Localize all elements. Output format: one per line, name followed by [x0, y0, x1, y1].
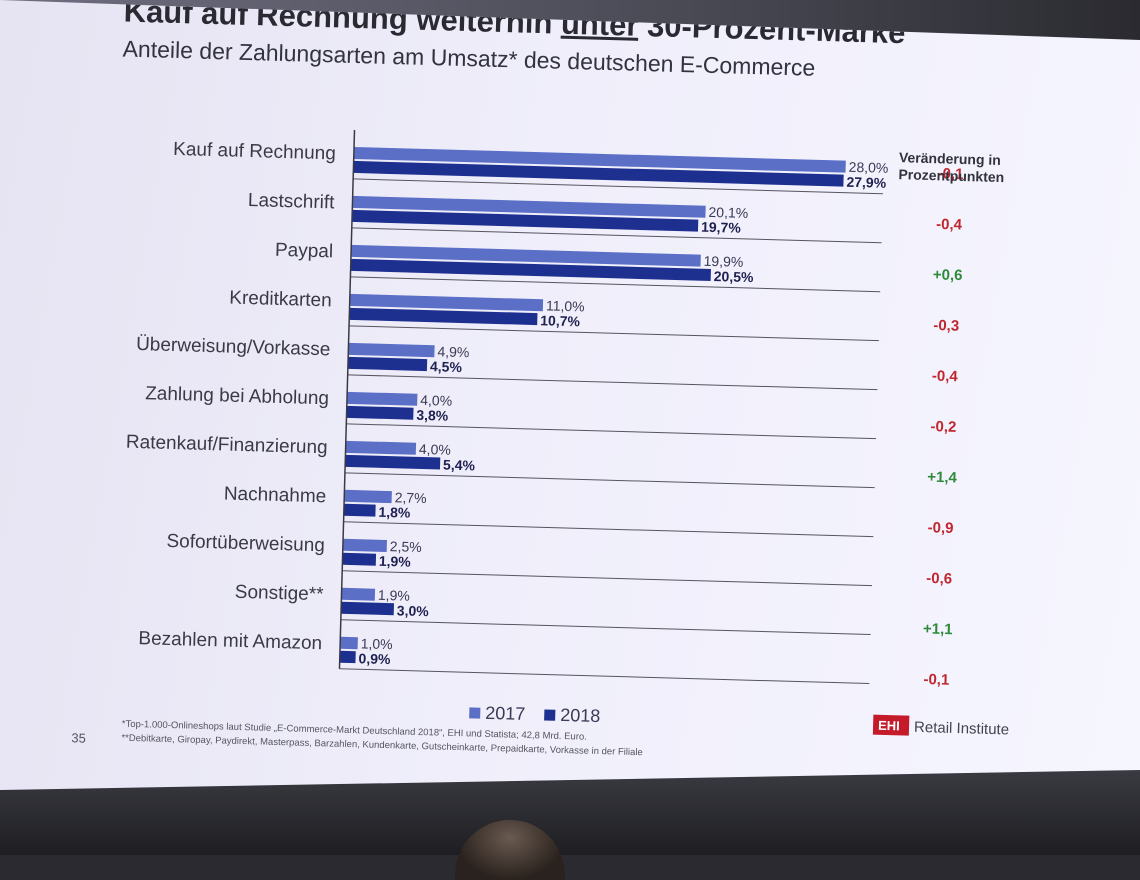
- row-separator: [346, 423, 877, 440]
- change-value: -0,2: [930, 418, 956, 436]
- page-number: 35: [71, 730, 86, 745]
- bar-2018: [340, 601, 395, 616]
- row-separator: [344, 472, 875, 489]
- row-separator: [353, 178, 883, 195]
- data-label-2018: 0,9%: [358, 650, 391, 667]
- bar-2017: [341, 587, 376, 601]
- legend-label-2018: 2018: [560, 705, 601, 726]
- category-label: Lastschrift: [248, 190, 336, 213]
- bar-2018: [339, 650, 356, 664]
- category-label: Bezahlen mit Amazon: [138, 628, 322, 654]
- row-separators: [339, 178, 883, 685]
- bar-2017: [350, 244, 701, 267]
- change-value: -0,4: [936, 216, 963, 234]
- legend: 2017 2018: [469, 703, 601, 726]
- data-label-2018: 20,5%: [714, 268, 755, 285]
- change-value: +1,1: [923, 620, 953, 638]
- category-label: Überweisung/Vorkasse: [136, 334, 331, 360]
- row-separator: [350, 276, 881, 293]
- row-separator: [347, 374, 878, 391]
- change-header-line2: Prozentpunkten: [898, 166, 1004, 185]
- data-label-2017: 2,5%: [390, 538, 422, 555]
- category-label: Kauf auf Rechnung: [173, 139, 336, 165]
- change-value: -0,6: [926, 570, 952, 588]
- bar-2017: [346, 391, 418, 406]
- data-label-2018: 1,8%: [378, 504, 411, 521]
- bar-2017: [342, 538, 388, 553]
- data-label-2017: 4,9%: [437, 343, 469, 360]
- bar-2018: [347, 356, 428, 372]
- data-label-2017: 4,0%: [419, 441, 451, 458]
- data-label-2018: 3,0%: [397, 602, 430, 619]
- bar-2018: [342, 552, 377, 566]
- bar-2018: [343, 503, 376, 517]
- data-label-2017: 1,0%: [361, 635, 393, 652]
- change-value: -0,1: [923, 671, 949, 689]
- change-value: -0,4: [932, 368, 959, 386]
- data-label-2017: 11,0%: [546, 297, 585, 314]
- data-label-2018: 5,4%: [443, 457, 476, 474]
- row-separator: [340, 619, 871, 636]
- bar-2017: [353, 146, 846, 173]
- change-header-line1: Veränderung in: [899, 149, 1001, 168]
- category-label: Nachnahme: [224, 483, 327, 507]
- bar-2018: [353, 160, 844, 187]
- bar-2017: [352, 195, 706, 218]
- bar-2018: [345, 454, 441, 470]
- category-label: Paypal: [275, 240, 334, 263]
- bar-2017: [345, 440, 417, 455]
- change-value: -0,3: [933, 317, 959, 335]
- data-label-2017: 2,7%: [394, 489, 426, 506]
- bar-2018: [351, 209, 699, 232]
- data-label-2018: 4,5%: [430, 358, 463, 375]
- bars-group: [339, 146, 846, 664]
- bar-2017: [349, 293, 544, 312]
- change-value: +0,6: [933, 266, 963, 284]
- row-separator: [349, 325, 879, 342]
- data-label-2018: 3,8%: [416, 407, 449, 424]
- row-separator: [343, 521, 874, 538]
- projection-screen: Kauf auf Rechnung weiterhin unter 30-Pro…: [0, 0, 1140, 790]
- legend-label-2017: 2017: [485, 703, 526, 724]
- data-label-2018: 19,7%: [701, 219, 742, 236]
- bar-2017: [348, 342, 435, 358]
- bar-2018: [349, 307, 538, 326]
- bar-2017: [340, 636, 358, 650]
- data-label-2017: 28,0%: [848, 159, 888, 176]
- data-label-2017: 19,9%: [703, 253, 743, 270]
- slide: Kauf auf Rechnung weiterhin unter 30-Pro…: [71, 35, 1010, 759]
- change-value: +1,4: [927, 469, 958, 487]
- category-label: Kreditkarten: [229, 288, 332, 312]
- legend-swatch-2018: [544, 709, 556, 721]
- legend-swatch-2017: [469, 707, 481, 719]
- category-label: Zahlung bei Abholung: [145, 383, 329, 409]
- logo-mark-box: [872, 714, 910, 736]
- data-label-2017: 20,1%: [708, 204, 748, 221]
- labels-group: Kauf auf Rechnung 28,0%27,9% -0,1 Lastschri…: [126, 139, 964, 689]
- bar-2018: [346, 405, 414, 420]
- logo-name: Retail Institute: [914, 719, 1009, 739]
- bar-2017: [344, 489, 392, 504]
- category-label: Sofortüberweisung: [166, 531, 325, 556]
- bar-2018: [350, 258, 711, 281]
- data-label-2018: 10,7%: [540, 312, 581, 329]
- row-separator: [342, 570, 873, 587]
- row-separator: [339, 668, 870, 685]
- bar-chart: Kauf auf Rechnung 28,0%27,9% -0,1 Lastschri…: [71, 129, 1009, 758]
- data-label-2017: 4,0%: [420, 392, 452, 409]
- ehi-logo: EHI Retail Institute: [872, 714, 1009, 739]
- category-axis-line: [338, 129, 356, 669]
- data-label-2017: 1,9%: [378, 587, 410, 604]
- change-value: -0,9: [927, 519, 953, 537]
- change-value: -0,1: [937, 165, 963, 183]
- data-label-2018: 1,9%: [379, 553, 412, 570]
- data-label-2018: 27,9%: [846, 174, 887, 191]
- logo-mark-text: EHI: [878, 718, 900, 734]
- row-separator: [351, 227, 882, 244]
- category-label: Ratenkauf/Finanzierung: [126, 432, 328, 459]
- category-label: Sonstige**: [235, 582, 325, 605]
